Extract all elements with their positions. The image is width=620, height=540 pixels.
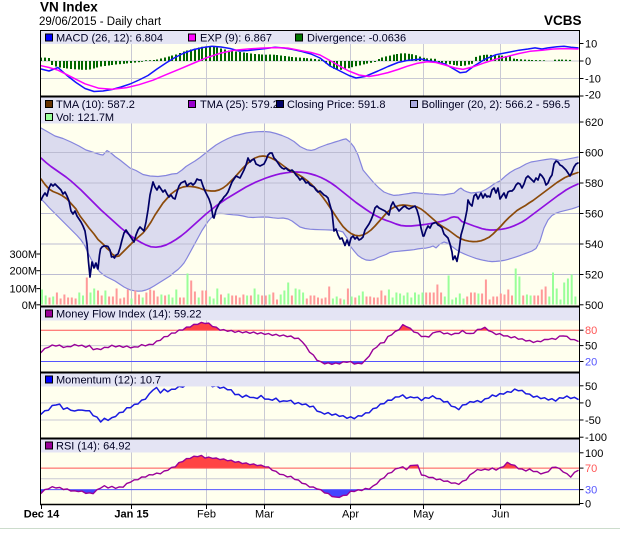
svg-text:540: 540 xyxy=(585,239,603,251)
svg-text:520: 520 xyxy=(585,270,603,282)
svg-text:80: 80 xyxy=(585,325,597,337)
svg-text:May: May xyxy=(413,509,434,521)
svg-text:30: 30 xyxy=(585,485,597,497)
svg-text:VN Index: VN Index xyxy=(40,0,98,15)
svg-text:Feb: Feb xyxy=(197,509,216,521)
svg-text:Jan 15: Jan 15 xyxy=(114,509,148,521)
svg-text:20: 20 xyxy=(585,357,597,369)
svg-text:50: 50 xyxy=(585,341,597,353)
svg-text:Closing Price: 591.8: Closing Price: 591.8 xyxy=(287,99,385,111)
svg-text:Momentum (12): 10.7: Momentum (12): 10.7 xyxy=(56,375,161,387)
svg-text:0: 0 xyxy=(585,398,591,410)
svg-text:10: 10 xyxy=(585,39,597,51)
svg-text:Mar: Mar xyxy=(255,509,274,521)
svg-text:100: 100 xyxy=(585,448,603,460)
svg-text:Divergence: -0.0636: Divergence: -0.0636 xyxy=(307,33,406,45)
svg-text:Apr: Apr xyxy=(342,509,359,521)
svg-text:-100: -100 xyxy=(585,432,607,444)
svg-text:Money Flow Index (14): 59.22: Money Flow Index (14): 59.22 xyxy=(56,309,202,321)
svg-text:200M: 200M xyxy=(9,266,37,278)
svg-text:0: 0 xyxy=(585,56,591,68)
svg-text:560: 560 xyxy=(585,209,603,221)
svg-text:-10: -10 xyxy=(585,74,601,86)
svg-text:Vol: 121.7M: Vol: 121.7M xyxy=(56,112,114,124)
svg-text:620: 620 xyxy=(585,117,603,129)
svg-text:600: 600 xyxy=(585,148,603,160)
svg-text:VCBS: VCBS xyxy=(544,13,582,28)
svg-text:-50: -50 xyxy=(585,415,601,427)
svg-text:Jun: Jun xyxy=(492,509,510,521)
svg-text:500: 500 xyxy=(585,300,603,312)
svg-text:RSI (14): 64.92: RSI (14): 64.92 xyxy=(56,441,131,453)
svg-text:EXP (9): 6.867: EXP (9): 6.867 xyxy=(200,33,272,45)
svg-text:TMA (25): 579.2: TMA (25): 579.2 xyxy=(200,99,279,111)
svg-text:Bollinger (20, 2): 566.2 - 596: Bollinger (20, 2): 566.2 - 596.5 xyxy=(422,99,571,111)
svg-text:0M: 0M xyxy=(22,300,37,312)
svg-text:50: 50 xyxy=(585,381,597,393)
svg-text:Dec 14: Dec 14 xyxy=(24,509,60,521)
svg-text:70: 70 xyxy=(585,463,597,475)
svg-text:-20: -20 xyxy=(585,90,601,102)
svg-text:300M: 300M xyxy=(9,249,37,261)
svg-text:MACD (26, 12): 6.804: MACD (26, 12): 6.804 xyxy=(56,33,163,45)
svg-text:TMA (10): 587.2: TMA (10): 587.2 xyxy=(56,99,135,111)
svg-text:0: 0 xyxy=(585,499,591,511)
svg-text:580: 580 xyxy=(585,178,603,190)
svg-text:29/06/2015 - Daily chart: 29/06/2015 - Daily chart xyxy=(39,16,162,28)
svg-text:100M: 100M xyxy=(9,284,37,296)
